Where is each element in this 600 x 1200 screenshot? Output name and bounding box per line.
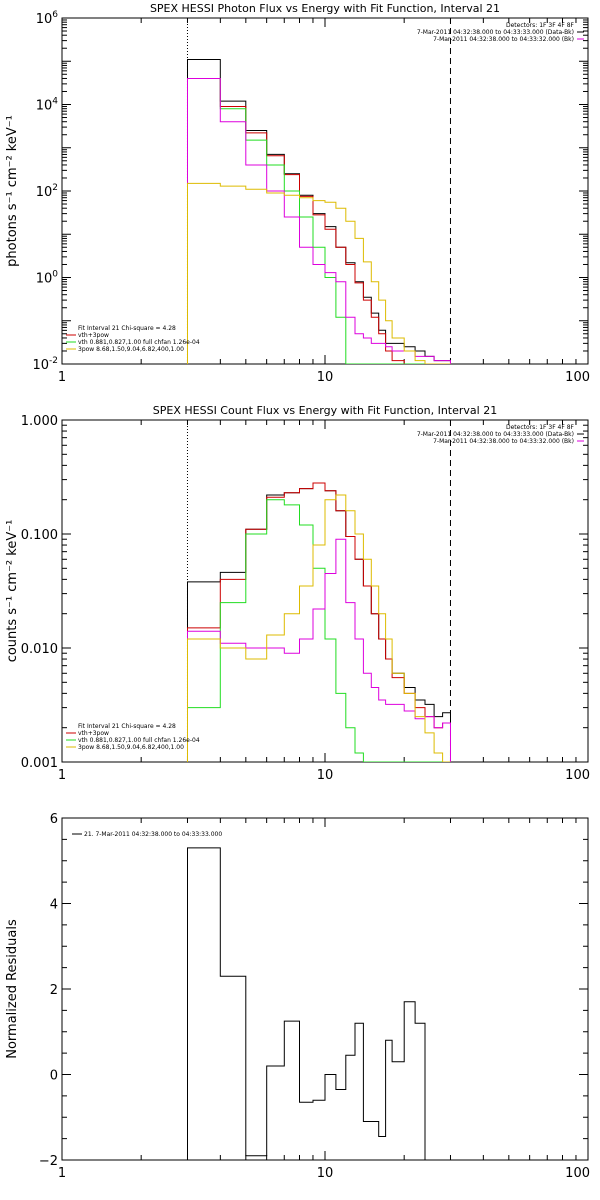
- series-line-5: [187, 182, 451, 364]
- x-tick-label: 10: [317, 768, 334, 783]
- x-tick-label: 1: [58, 1166, 66, 1181]
- legend-entry: Detectors: 1F 3F 4F 8F: [506, 424, 575, 431]
- x-tick-label: 10: [317, 1166, 334, 1181]
- legend-entry: Fit Interval 21 Chi-square = 4.28: [78, 723, 176, 730]
- chart-title: SPEX HESSI Count Flux vs Energy with Fit…: [153, 404, 497, 417]
- series-line-3: [187, 499, 451, 762]
- y-axis-label: Normalized Residuals: [5, 919, 20, 1059]
- series-line-3: [187, 78, 451, 364]
- legend-entry: 7-Mar-2011 04:32:38.000 to 04:33:32.000 …: [433, 36, 574, 43]
- legend-entry: 3pow 8.68,1.50,9.04,6.82,400,1.00: [78, 744, 184, 751]
- y-tick-label: 102: [36, 183, 58, 200]
- chart-2: SPEX HESSI Count Flux vs Energy with Fit…: [5, 404, 590, 783]
- series-line-1: [187, 482, 451, 762]
- legend-entry: vth+3pow: [78, 332, 109, 339]
- plot-frame: [61, 17, 589, 365]
- y-tick-label: 104: [36, 97, 59, 114]
- legend-entry: 3pow 8.68,1.50,9.04,6.82,400,1.00: [78, 346, 184, 353]
- legend-entry: vth 0.881,0.827,1.00 full chfan 1.26e-04: [78, 339, 200, 346]
- plot-frame: [61, 817, 589, 1161]
- chart-title: SPEX HESSI Photon Flux vs Energy with Fi…: [150, 2, 500, 15]
- legend-entry: Detectors: 1F 3F 4F 8F: [506, 22, 575, 29]
- legend-entry: vth 0.881,0.827,1.00 full chfan 1.26e-04: [78, 737, 200, 744]
- y-tick-label: 2: [50, 983, 58, 998]
- series-line-1: [187, 59, 451, 364]
- y-tick-label: 1.000: [21, 414, 58, 429]
- chart-3: Normalized Residuals 1 10 100 −2 0 2 4 6 21. 7-Ma…: [5, 812, 590, 1181]
- x-tick-label: 10: [317, 370, 334, 385]
- legend-entry: 21. 7-Mar-2011 04:32:38.000 to 04:33:33.…: [84, 831, 222, 838]
- y-tick-label: 0.010: [21, 642, 58, 657]
- series-line-4: [187, 78, 451, 364]
- y-tick-label: 4: [50, 898, 58, 913]
- legend-entry: 7-Mar-2011 04:32:38.000 to 04:33:33.000 …: [417, 431, 574, 438]
- x-tick-label: 100: [565, 1166, 590, 1181]
- series-line-1: [187, 847, 426, 1160]
- y-tick-label: −2: [39, 1154, 58, 1169]
- y-axis-label: counts s⁻¹ cm⁻² keV⁻¹: [5, 520, 20, 663]
- chart-1: SPEX HESSI Photon Flux vs Energy with Fi…: [5, 2, 590, 385]
- y-tick-label: 100: [36, 270, 59, 287]
- legend-entry: 7-Mar-2011 04:32:38.000 to 04:33:33.000 …: [417, 29, 574, 36]
- series-line-2: [187, 482, 451, 762]
- y-tick-label: 0.001: [21, 756, 58, 771]
- y-tick-label: 0: [50, 1069, 58, 1084]
- x-tick-label: 100: [565, 370, 590, 385]
- x-tick-label: 1: [58, 370, 66, 385]
- legend-entry: vth+3pow: [78, 730, 109, 737]
- y-axis-label: photons s⁻¹ cm⁻² keV⁻¹: [5, 115, 20, 267]
- legend-entry: 7-Mar-2011 04:32:38.000 to 04:33:32.000 …: [433, 438, 574, 445]
- y-tick-label: 10-2: [32, 356, 58, 373]
- y-tick-label: 106: [36, 10, 59, 27]
- x-tick-label: 100: [565, 768, 590, 783]
- series-line-5: [187, 494, 451, 762]
- y-tick-label: 0.100: [21, 528, 58, 543]
- x-tick-label: 1: [58, 768, 66, 783]
- y-tick-label: 6: [50, 812, 58, 827]
- legend-entry: Fit Interval 21 Chi-square = 4.28: [78, 325, 176, 332]
